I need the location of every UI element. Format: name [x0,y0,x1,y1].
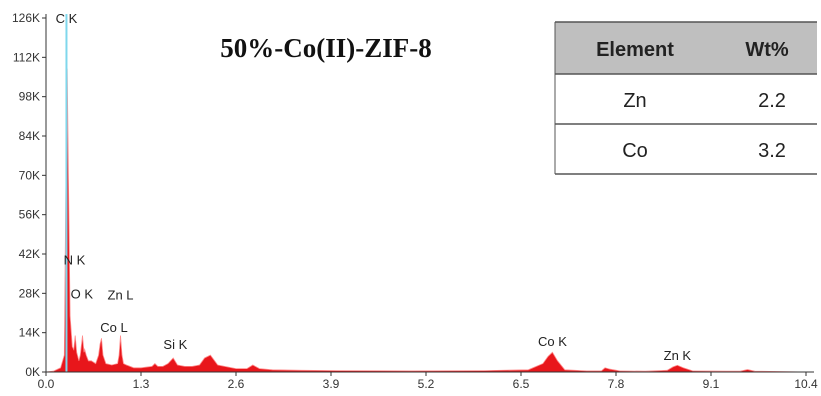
y-tick-label: 84K [19,129,40,143]
axes: 0.0 1.3 2.6 3.9 5.2 6.5 7.8 9.1 10.4 0K 14K 28K 42K 5… [12,11,818,391]
x-tick-label: 6.5 [513,377,530,391]
plot-area [45,14,807,373]
peak-label: N K [64,253,86,268]
y-tick-label: 126K [12,11,40,25]
table-header-background [555,22,817,74]
y-tick-label: 98K [19,90,40,104]
peak-label: Co K [538,334,567,349]
x-tick-label: 1.3 [133,377,150,391]
peak-label: Zn K [664,348,692,363]
peak-label: C K [56,11,78,26]
table-cell-element: Zn [623,90,646,112]
x-tick-label: 10.4 [794,377,818,391]
peak-label: Co L [100,320,127,335]
spectrum-area [45,68,807,373]
peak-label: Si K [163,337,187,352]
table-header-element: Element [596,39,674,61]
x-tick-label: 0.0 [38,377,55,391]
table-cell-element: Co [622,140,648,162]
x-tick-label: 5.2 [418,377,435,391]
y-tick-label: 42K [19,247,40,261]
table-header-wt: Wt% [745,39,789,61]
x-tick-label: 3.9 [323,377,340,391]
y-tick-label: 112K [13,50,40,64]
y-tick-label: 56K [19,208,40,222]
x-tick-label: 7.8 [608,377,625,391]
table-cell-wt: 2.2 [758,90,786,112]
x-tick-label: 2.6 [228,377,245,391]
x-tick-label: 9.1 [703,377,720,391]
y-tick-label: 0K [25,365,40,379]
y-tick-label: 70K [19,168,40,182]
peak-label: Zn L [108,288,134,303]
peak-labels: C K N K O K Zn L Co L Si K Co K Zn K [56,11,692,363]
table-cell-wt: 3.2 [758,140,786,162]
y-tick-label: 14K [19,326,40,340]
y-tick-label: 28K [19,286,40,300]
peak-label: O K [71,286,94,301]
composition-table: Element Wt% Zn 2.2 Co 3.2 [554,21,817,175]
chart-title: 50%-Co(II)-ZIF-8 [220,33,431,63]
